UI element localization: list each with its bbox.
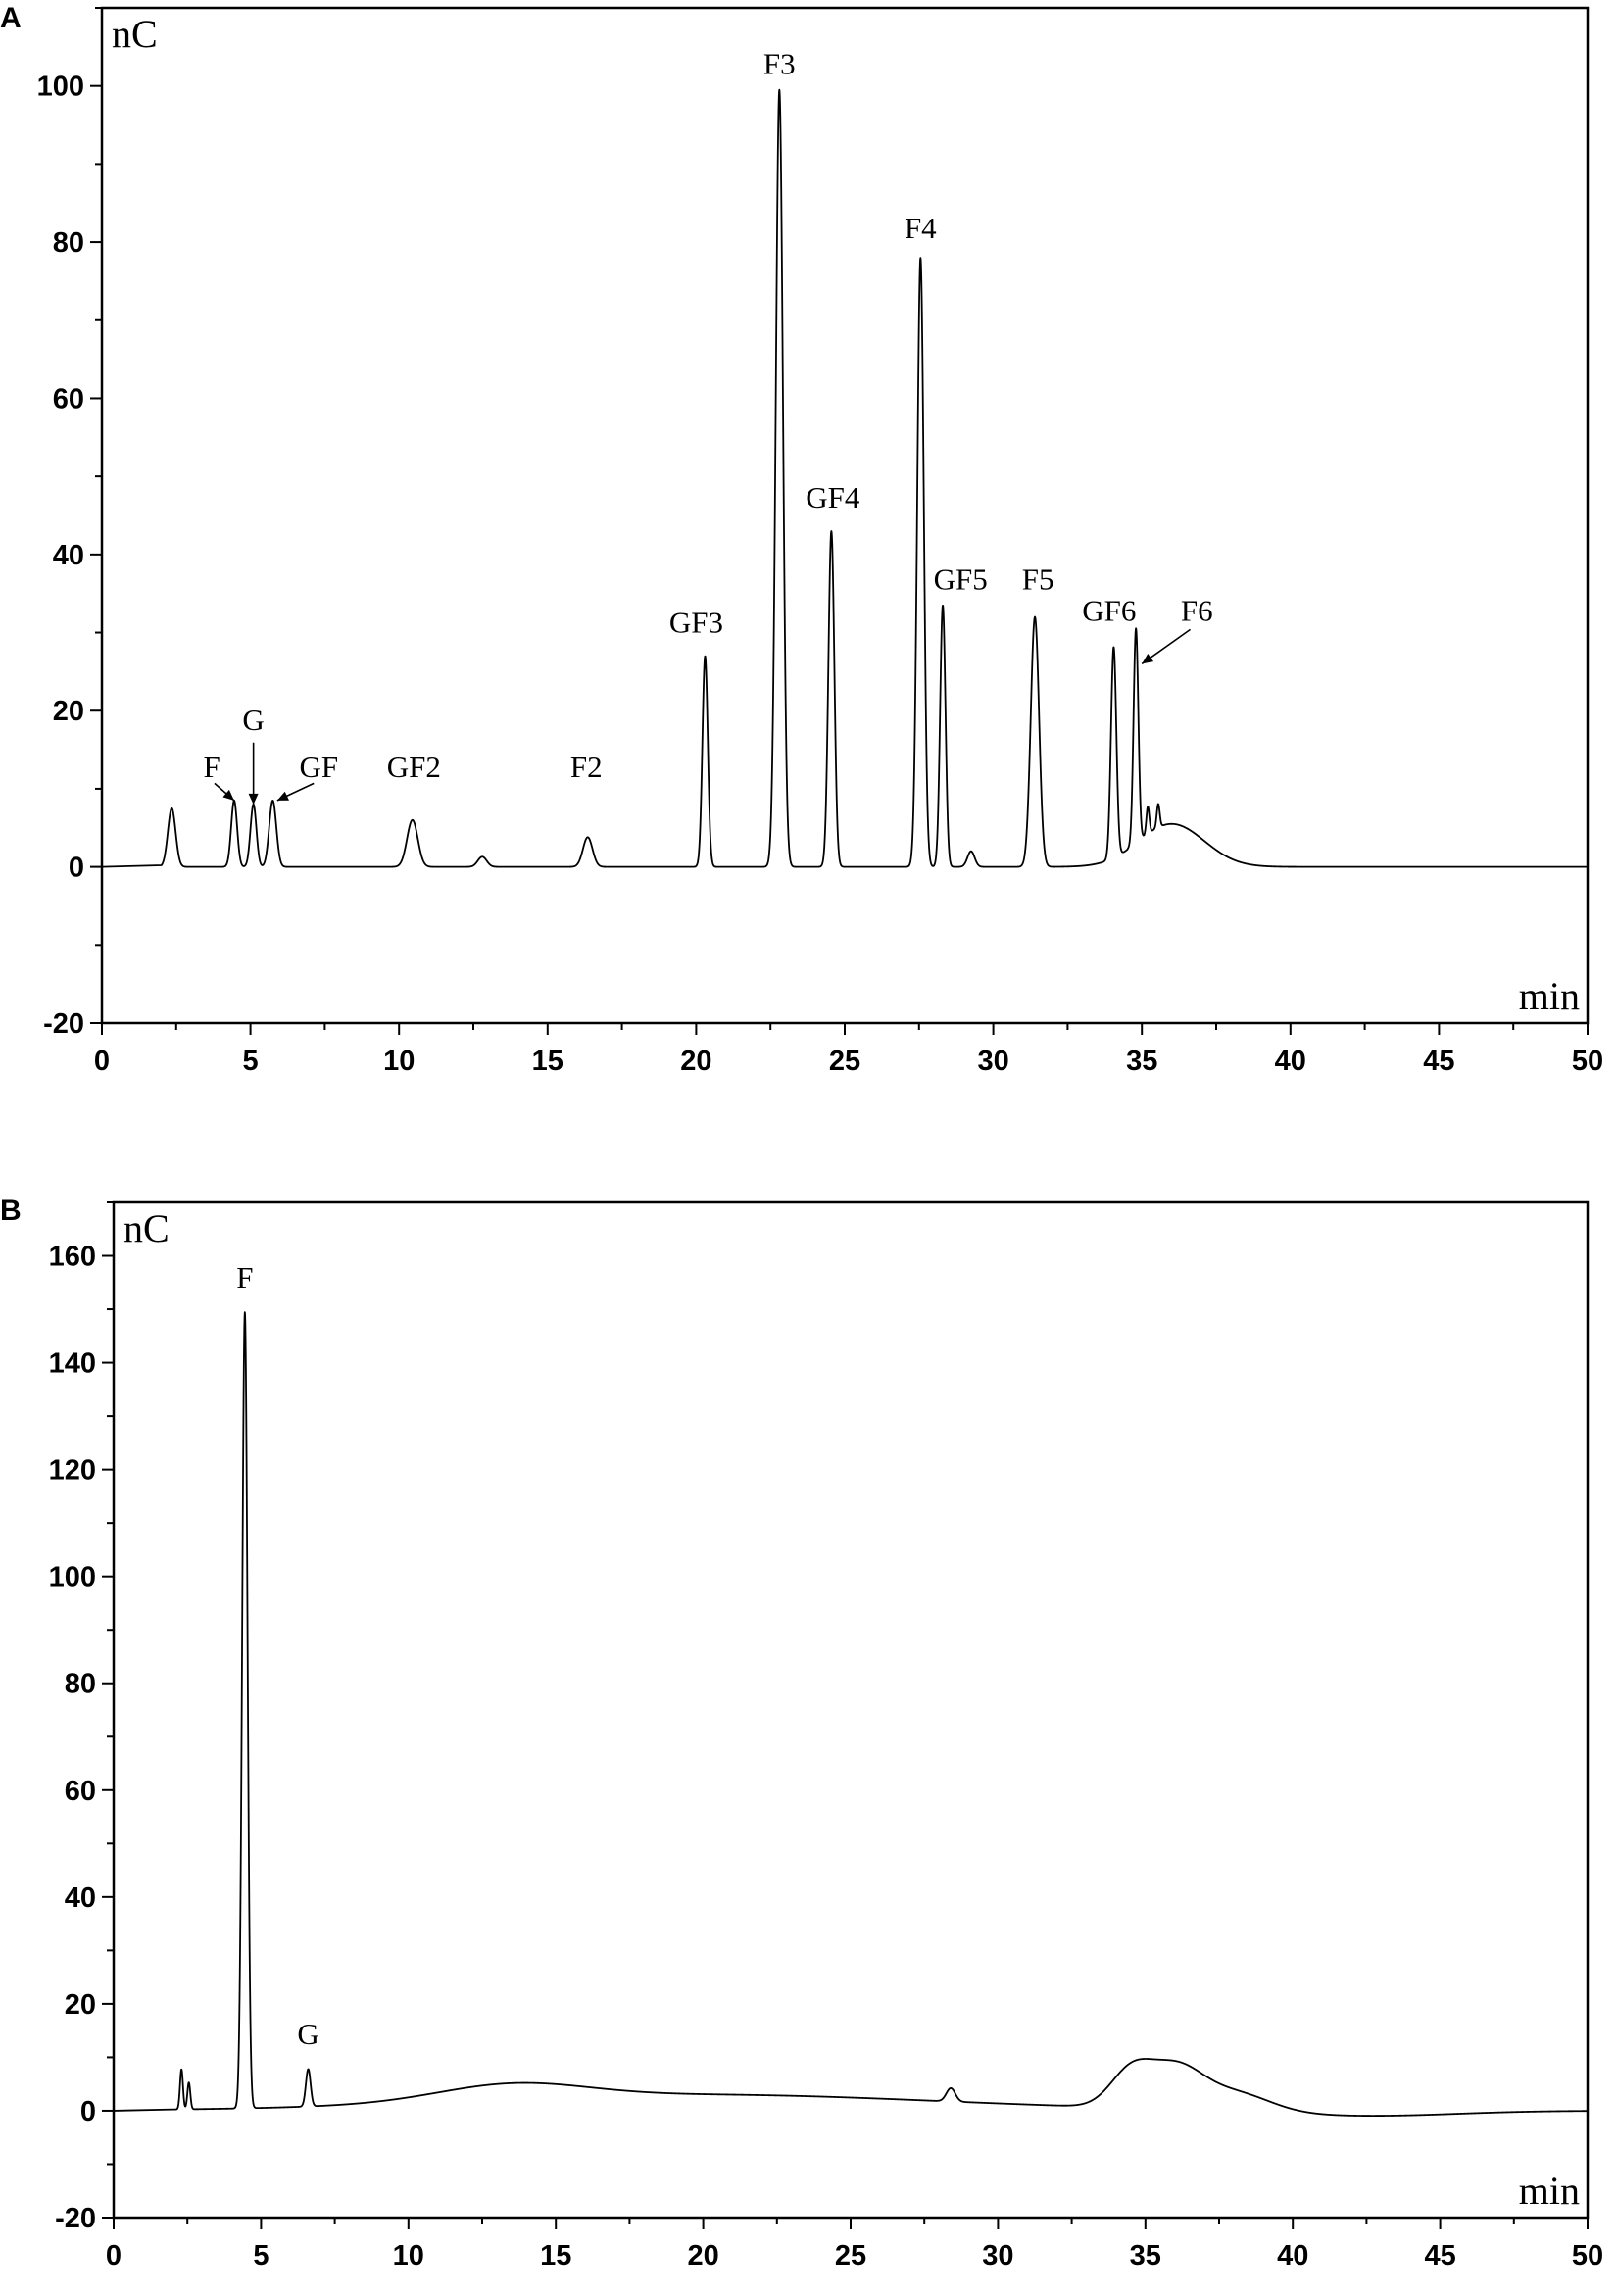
panel-a-x-tick-label: 35 [1126,1046,1157,1077]
panel-b-y-tick-label: 80 [65,1669,96,1700]
panel-b-letter: B [0,1195,22,1227]
panel-b-y-tick-label: 100 [49,1562,96,1593]
panel-b-y-tick-label: 140 [49,1348,96,1380]
panel-a-x-tick-label: 30 [977,1046,1008,1077]
panel-a-arrow-head [276,791,289,801]
panel-a-y-unit-label: nC [112,12,158,56]
panel-a-x-tick-label: 45 [1423,1046,1454,1077]
panel-b-x-tick-label: 20 [687,2240,718,2272]
panel-a-peak-label-gf3: GF3 [669,606,723,640]
panel-a-y-tick-label: 60 [53,383,84,415]
panel-a-peak-label-f2: F2 [570,750,603,784]
panel-a-x-tick-label: 15 [532,1046,564,1077]
panel-b-peak-label-f: F [236,1260,253,1295]
panel-a-peak-label-gf2: GF2 [387,750,441,784]
panel-b-x-tick-label: 30 [982,2240,1013,2272]
panel-a-peak-label-gf: GF [300,750,339,784]
panel-a-x-tick-label: 40 [1275,1046,1306,1077]
panel-b-x-tick-label: 45 [1424,2240,1455,2272]
panel-b-y-tick-label: 160 [49,1242,96,1273]
panel-a-peak-label-f: F [204,750,220,784]
panel-a-peak-label-gf6: GF6 [1082,594,1136,628]
panel-a-plot-frame [100,6,1590,1025]
panel-b-chromatogram-trace [113,1311,1589,2117]
panel-a-chromatogram-trace [101,88,1589,868]
panel-a-peak-label-f4: F4 [905,211,937,245]
panel-b-chart: B 0 5 10 15 20 25 30 35 40 45 50 -20 0 20 40 60 80 100 120… [0,1195,1603,2272]
panel-b-x-tick-label: 5 [253,2240,269,2272]
panel-a-peak-label-f6: F6 [1181,594,1213,628]
panel-a-peak-label-gf4: GF4 [806,480,860,514]
panel-a-arrow-head [222,789,234,801]
panel-b-y-tick-label: 120 [49,1455,96,1487]
panel-a-x-unit-label: min [1519,974,1580,1018]
panel-b-x-tick-label: 0 [106,2240,122,2272]
panel-b-y-tick-label: 20 [65,1989,96,2021]
panel-a-y-tick-label: 20 [53,696,84,727]
panel-a-x-tick-label: 50 [1572,1046,1603,1077]
panel-b-y-tick-label: -20 [55,2203,96,2234]
panel-a-x-tick-label: 10 [383,1046,415,1077]
panel-a-x-tick-label: 0 [94,1046,110,1077]
panel-b-x-tick-label: 10 [393,2240,424,2272]
panel-a-letter: A [0,2,22,34]
panel-b-x-tick-label: 50 [1572,2240,1603,2272]
panel-a-x-tick-label: 25 [829,1046,860,1077]
panel-b-y-unit-label: nC [123,1206,170,1250]
panel-a-y-tick-label: 40 [53,540,84,571]
panel-a-arrow-head [1142,654,1154,664]
panel-b-y-tick-label: 40 [65,1882,96,1914]
panel-a-y-tick-label: 80 [53,227,84,259]
panel-b-x-tick-label: 40 [1277,2240,1308,2272]
panel-b-x-tick-label: 25 [835,2240,866,2272]
panel-a-arrow-head [248,793,259,805]
panel-b-plot-frame [112,1200,1590,2220]
panel-a-y-tick-label: 100 [37,72,84,103]
panel-a-y-tick-label: 0 [69,853,84,884]
panel-a-peak-label-g: G [242,703,264,737]
panel-a-x-tick-label: 5 [243,1046,259,1077]
panel-b-y-tick-label: 0 [80,2096,96,2127]
panel-b-x-tick-label: 35 [1130,2240,1161,2272]
panel-b-x-unit-label: min [1519,2169,1580,2213]
panel-a-chart: A 0 5 10 15 20 25 30 35 40 45 50 -20 0 20 40 60 80 100 nC m… [0,2,1603,1077]
panel-b-y-tick-label: 60 [65,1776,96,1807]
panel-b-peak-label-g: G [297,2017,318,2051]
panel-a-y-tick-label: -20 [43,1008,84,1040]
panel-a-peak-label-gf5: GF5 [934,562,988,597]
panel-a-peak-label-f5: F5 [1022,562,1054,597]
panel-a-peak-label-f3: F3 [763,47,796,81]
panel-a-x-tick-label: 20 [680,1046,711,1077]
panel-b-x-tick-label: 15 [540,2240,571,2272]
